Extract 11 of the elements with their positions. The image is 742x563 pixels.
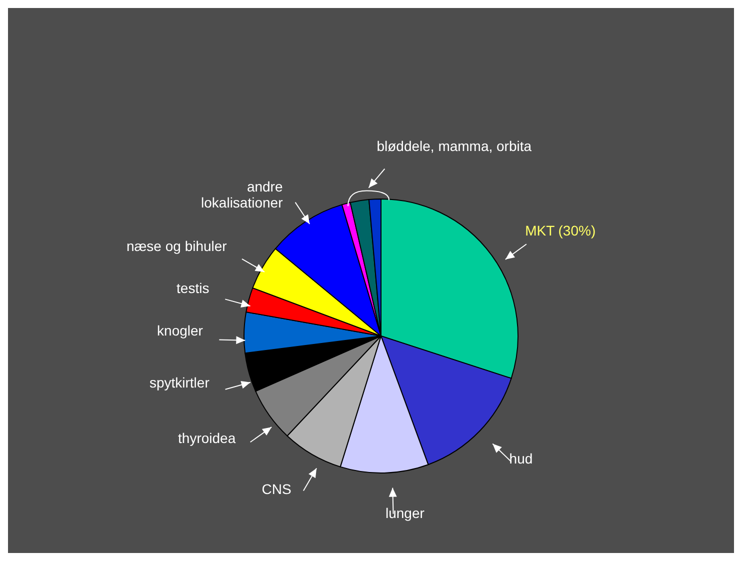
slice-label: spytkirtler (149, 374, 210, 391)
slice-label: MKT (30%) (525, 222, 596, 238)
slice-label: andre lokalisationer (201, 178, 284, 210)
slice-label: testis (176, 280, 210, 296)
slice-label: næse og bihuler (126, 238, 228, 254)
slice-label: thyroidea (178, 430, 236, 446)
text: bløddele, mamma, orbita (376, 138, 532, 154)
slice-label: lunger (385, 505, 425, 522)
slice-label: CNS (262, 480, 292, 497)
slice-label: hud (509, 450, 533, 467)
slice-label: knogler (157, 322, 204, 339)
